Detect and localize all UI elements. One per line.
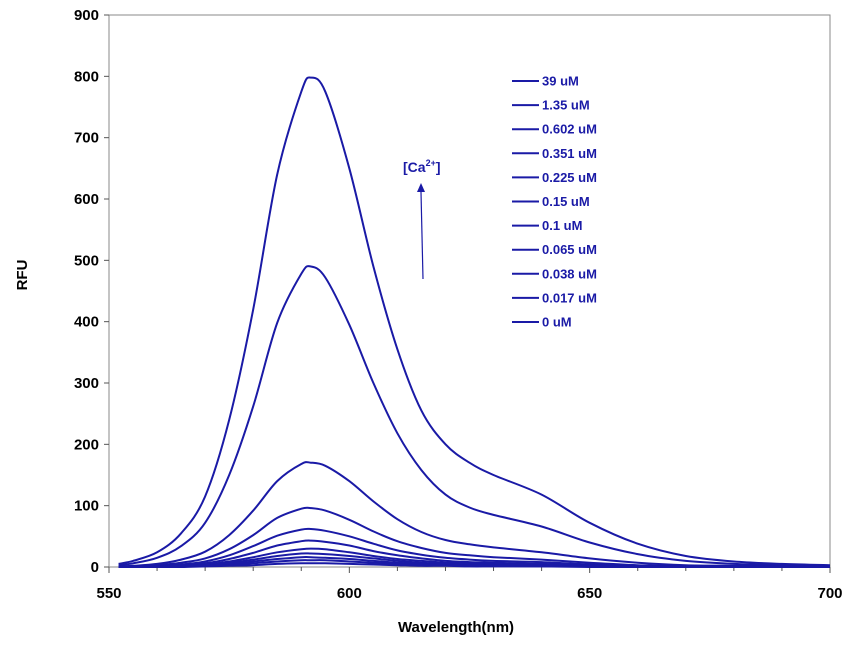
y-tick-label: 300 bbox=[74, 375, 99, 392]
legend-label: 0.017 uM bbox=[542, 290, 597, 305]
y-axis: 0 100 200 300 400 500 600 700 800 900 bbox=[74, 7, 109, 576]
annotation-arrow-shaft bbox=[420, 191, 424, 280]
legend-label: 0.1 uM bbox=[542, 218, 582, 233]
y-tick-label: 200 bbox=[74, 436, 99, 453]
y-tick-label: 400 bbox=[74, 314, 99, 331]
series-line-2 bbox=[118, 461, 831, 568]
legend-label: 0.065 uM bbox=[542, 242, 597, 257]
series-line-0 bbox=[118, 76, 831, 567]
legend-label: 1.35 uM bbox=[542, 98, 590, 113]
y-tick-label: 0 bbox=[91, 559, 99, 576]
plot-area bbox=[108, 14, 831, 568]
annotation-label: [Ca2+] bbox=[403, 158, 441, 175]
y-tick-label: 900 bbox=[74, 7, 99, 24]
y-axis-title: RFU bbox=[14, 260, 31, 291]
legend-label: 0.15 uM bbox=[542, 194, 590, 209]
series-lines bbox=[118, 76, 831, 568]
annotation-prefix: [Ca bbox=[403, 159, 426, 175]
y-tick-label: 700 bbox=[74, 130, 99, 147]
x-axis: 550 600 650 700 bbox=[96, 567, 843, 602]
annotation-arrow-head bbox=[417, 183, 425, 192]
legend-label: 0 uM bbox=[542, 315, 572, 330]
y-tick-label: 600 bbox=[74, 191, 99, 208]
x-axis-title: Wavelength(nm) bbox=[398, 619, 514, 636]
concentration-annotation: [Ca2+] bbox=[403, 158, 441, 280]
legend: 39 uM 1.35 uM 0.602 uM 0.351 uM 0.225 uM 0.15… bbox=[512, 74, 597, 330]
y-tick-label: 500 bbox=[74, 252, 99, 269]
legend-label: 0.351 uM bbox=[542, 146, 597, 161]
legend-label: 39 uM bbox=[542, 74, 579, 89]
y-tick-label: 100 bbox=[74, 498, 99, 515]
x-tick-label: 650 bbox=[577, 585, 602, 602]
series-line-10 bbox=[118, 562, 830, 568]
y-tick-label: 800 bbox=[74, 68, 99, 85]
legend-label: 0.038 uM bbox=[542, 266, 597, 281]
x-tick-label: 700 bbox=[817, 585, 842, 602]
x-tick-label: 550 bbox=[96, 585, 121, 602]
series-line-1 bbox=[118, 265, 831, 567]
legend-label: 0.602 uM bbox=[542, 122, 597, 137]
legend-label: 0.225 uM bbox=[542, 170, 597, 185]
annotation-suffix: ] bbox=[436, 159, 441, 175]
annotation-superscript: 2+ bbox=[426, 158, 436, 168]
x-tick-label: 600 bbox=[337, 585, 362, 602]
